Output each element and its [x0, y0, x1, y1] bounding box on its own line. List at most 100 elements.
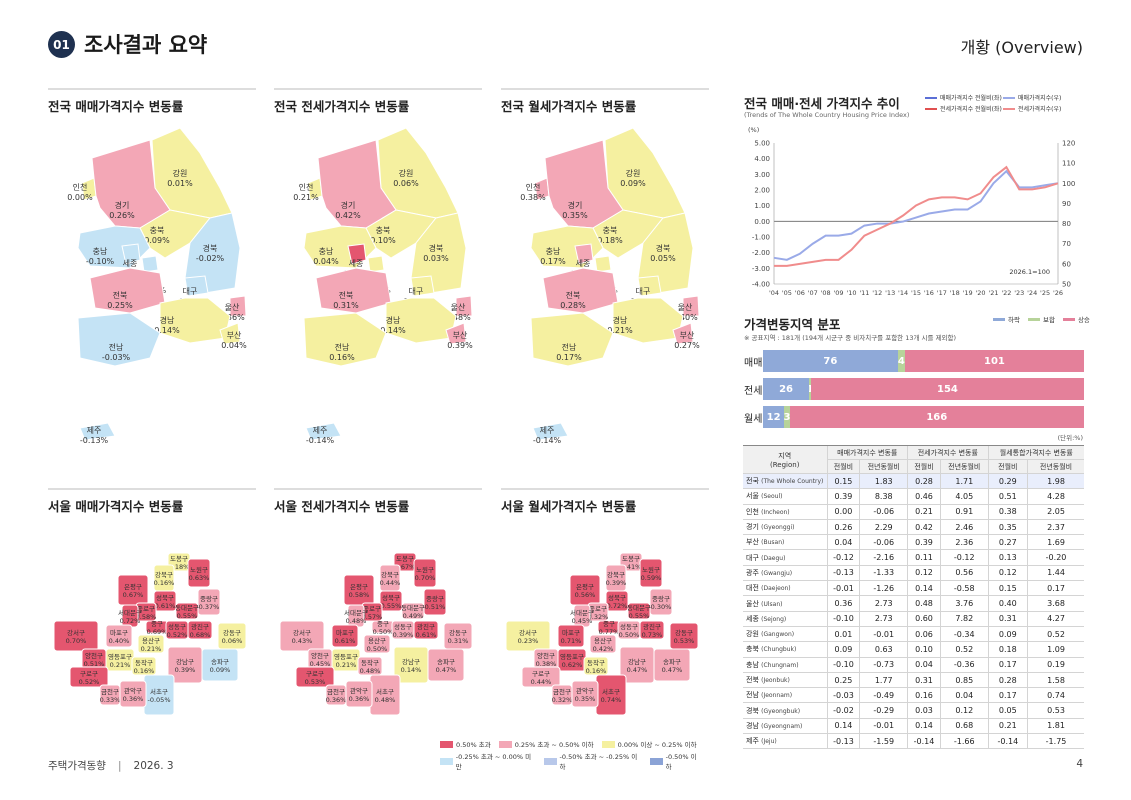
region-value: 0.40%	[672, 313, 698, 322]
district-name: 광진구	[191, 622, 209, 631]
region-제주: 제주-0.14%	[305, 422, 342, 445]
x-tick: '14	[898, 289, 908, 297]
district-value: 0.67%	[123, 591, 144, 599]
table-row: 경남 (Gyeongnam) 0.14 -0.01 0.14 0.68 0.21 1.81	[743, 718, 1084, 735]
district-name: 관악구	[350, 686, 368, 695]
value-cell: 0.28	[907, 473, 941, 490]
district-shape	[413, 558, 437, 588]
district-name: 서대문구	[118, 608, 142, 617]
value-cell: 0.04	[826, 534, 860, 551]
legend-flat: 보합	[1027, 314, 1055, 324]
y-right-tick: 80	[1062, 220, 1071, 228]
region-value: 0.18%	[597, 236, 623, 245]
district-shape	[201, 648, 239, 682]
region-제주: 제주-0.13%	[79, 422, 116, 445]
district-value: 0.38%	[536, 660, 557, 668]
region-value: 0.00%	[67, 193, 93, 202]
district-value: 0.36%	[123, 695, 144, 703]
district-value: 0.57%	[362, 613, 383, 621]
seoul-sale-map: 도봉구 0.18% 노원구 0.63% 강북구 0.16% 은평구 0.67% 성북구 0.61%…	[48, 545, 263, 725]
region-value: 0.26%	[109, 211, 135, 220]
table-row: 전남 (Jeonnam) -0.03 -0.49 0.16 0.04 0.17 0.74	[743, 687, 1084, 704]
district-shape	[331, 624, 359, 648]
y-left-tick: 0.00	[754, 218, 770, 226]
value-cell: 0.21	[987, 718, 1028, 735]
district-value: 0.36%	[326, 696, 347, 704]
value-cell: 0.53	[1027, 702, 1084, 719]
district-value: 0.68%	[190, 631, 211, 639]
y-left-tick: 4.00	[754, 155, 770, 163]
value-cell: -1.26	[859, 580, 908, 597]
value-cell: 8.38	[859, 488, 908, 505]
y-right-tick: 70	[1062, 240, 1071, 248]
region-value: 0.10%	[370, 236, 396, 245]
region-name: 전북	[339, 290, 354, 300]
district-name: 동대문구	[627, 604, 651, 612]
district-name: 영등포구	[334, 652, 358, 661]
district-value: 0.72%	[120, 617, 141, 625]
value-cell: 0.14	[907, 718, 941, 735]
value-cell: 0.35	[987, 519, 1028, 536]
region-shape	[77, 312, 161, 367]
region-전남: 전남0.16%	[303, 312, 387, 367]
distribution-row: 매매 76 4 101	[744, 350, 1084, 372]
district-value: 0.61%	[416, 631, 437, 639]
region-cell: 울산 (Ulsan)	[743, 595, 827, 612]
region-shape	[229, 295, 247, 317]
region-cell: 경북 (Gyeongbuk)	[743, 702, 827, 719]
x-tick: '13	[885, 289, 895, 297]
value-cell: 0.31	[907, 672, 941, 689]
subheader: 전월비	[987, 459, 1028, 474]
value-cell: 0.10	[907, 641, 941, 658]
value-cell: 0.31	[987, 611, 1028, 627]
region-value: 0.01%	[167, 179, 193, 188]
district-name: 중구	[377, 620, 389, 628]
district-value: 0.31%	[448, 637, 469, 645]
district-name: 중랑구	[426, 595, 444, 603]
value-cell: 0.00	[826, 504, 860, 520]
distribution-row-label: 매매	[744, 357, 763, 369]
district-name: 서초구	[602, 687, 620, 696]
region-name: 울산	[451, 302, 466, 312]
legend-jeonse-mom: 전세가격지수 전월비(좌)	[925, 104, 1003, 113]
value-cell: 0.09	[826, 641, 860, 658]
subheader: 전년동월비	[939, 459, 989, 474]
x-tick: '08	[821, 289, 831, 297]
x-tick: '26	[1053, 289, 1063, 297]
value-cell: 1.83	[859, 473, 908, 490]
district-value: -0.05%	[148, 696, 171, 704]
district-shape	[295, 666, 335, 688]
district-shape	[649, 588, 673, 616]
region-shape	[682, 295, 700, 317]
district-name: 서대문구	[570, 608, 594, 617]
table-row: 전국 (The Whole Country) 0.15 1.83 0.28 1.71 0.…	[743, 473, 1084, 490]
x-tick: '18	[950, 289, 960, 297]
district-name: 도봉구	[622, 555, 640, 563]
district-name: 중구	[151, 620, 163, 628]
distribution-row: 전세261154	[744, 378, 1084, 400]
value-cell: 2.73	[859, 595, 908, 612]
region-인천: 인천0.00%	[67, 177, 97, 202]
legend-sale-mom: 매매가격지수 전월비(좌)	[925, 93, 1003, 102]
region-value: 0.42%	[335, 211, 361, 220]
section-title-national-monthly: 전국 월세가격지수 변동률	[501, 88, 709, 115]
national-sale-map: 강원0.01%인천0.00%서울0.39%경기0.26%충북0.09%충남-0.…	[60, 118, 260, 453]
region-value: 0.09%	[620, 179, 646, 188]
district-name: 성동구	[620, 622, 638, 631]
value-cell: 0.52	[1027, 626, 1084, 643]
region-name: 충북	[603, 226, 618, 235]
region-전북: 전북0.28%	[542, 267, 619, 314]
legend-m025-000: -0.25% 초과 ~ 0.00% 미만	[440, 751, 536, 771]
region-shape	[367, 255, 385, 273]
value-cell: 0.14	[826, 718, 860, 735]
region-경북: 경북-0.02%	[184, 212, 241, 294]
district-name: 강남구	[176, 657, 194, 666]
